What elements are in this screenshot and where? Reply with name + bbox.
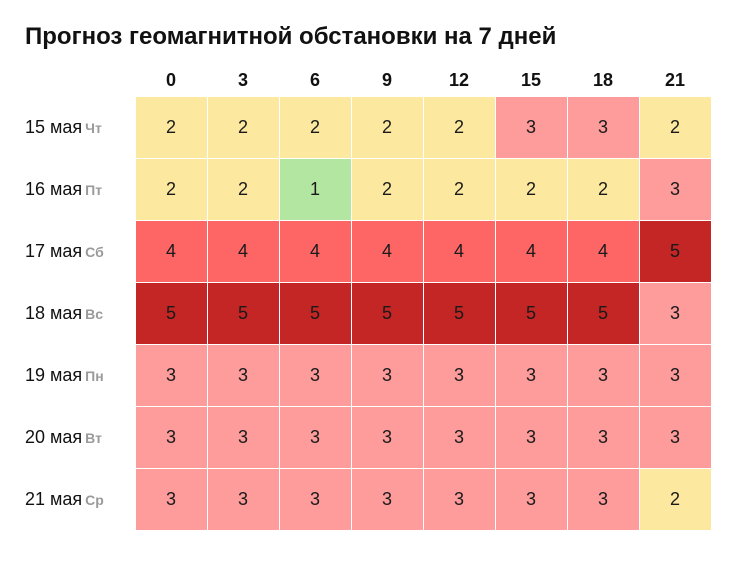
grid-body: 15 мая Чт 2 2 2 2 2 3 3 2 16 мая Пт 2 2 1 2 2 2 2 3 17 мая Сб… bbox=[0, 96, 712, 531]
kp-cell: 2 bbox=[278, 96, 352, 159]
day-label: 17 мая Сб bbox=[0, 221, 135, 283]
kp-cell: 1 bbox=[278, 158, 352, 221]
kp-cell: 3 bbox=[422, 344, 496, 407]
kp-cell: 2 bbox=[350, 158, 424, 221]
weekday-label: Сб bbox=[85, 244, 104, 260]
kp-cell: 2 bbox=[638, 468, 712, 531]
kp-cell: 2 bbox=[638, 96, 712, 159]
kp-cell: 3 bbox=[638, 344, 712, 407]
day-row: 21 мая Ср 3 3 3 3 3 3 3 2 bbox=[0, 468, 712, 531]
kp-cell: 3 bbox=[494, 468, 568, 531]
kp-cell: 4 bbox=[134, 220, 208, 283]
weekday-label: Вт bbox=[85, 430, 102, 446]
kp-cell: 3 bbox=[494, 96, 568, 159]
hour-header-row: 0 3 6 9 12 15 18 21 bbox=[0, 64, 711, 97]
forecast-grid: 0 3 6 9 12 15 18 21 15 мая Чт 2 2 2 2 2 3 3 2 16 мая Пт 2 2 1… bbox=[0, 64, 712, 531]
kp-cell: 3 bbox=[134, 468, 208, 531]
date-label: 20 мая bbox=[25, 427, 83, 447]
date-label: 21 мая bbox=[25, 489, 83, 509]
kp-cell: 3 bbox=[278, 344, 352, 407]
kp-cell: 3 bbox=[566, 96, 640, 159]
kp-cell: 3 bbox=[566, 344, 640, 407]
hour-tick-label: 18 bbox=[592, 69, 614, 90]
kp-cell: 3 bbox=[566, 468, 640, 531]
kp-cell: 4 bbox=[278, 220, 352, 283]
kp-cell: 3 bbox=[278, 406, 352, 469]
kp-cell: 3 bbox=[350, 344, 424, 407]
hour-tick-label: 9 bbox=[381, 69, 392, 90]
date-label: 16 мая bbox=[25, 179, 83, 199]
weekday-label: Чт bbox=[85, 120, 102, 136]
kp-cell: 2 bbox=[206, 96, 280, 159]
kp-cell: 5 bbox=[350, 282, 424, 345]
kp-cell: 3 bbox=[566, 406, 640, 469]
kp-cell: 5 bbox=[566, 282, 640, 345]
date-label: 15 мая bbox=[25, 117, 83, 137]
day-row: 15 мая Чт 2 2 2 2 2 3 3 2 bbox=[0, 96, 712, 159]
hour-tick-label: 3 bbox=[237, 69, 248, 90]
kp-cell: 2 bbox=[422, 158, 496, 221]
hour-tick-label: 0 bbox=[165, 69, 176, 90]
hour-tick-label: 21 bbox=[664, 69, 686, 90]
kp-cell: 3 bbox=[494, 344, 568, 407]
kp-cell: 3 bbox=[494, 406, 568, 469]
kp-cell: 3 bbox=[206, 468, 280, 531]
kp-cell: 3 bbox=[422, 468, 496, 531]
kp-cell: 3 bbox=[638, 406, 712, 469]
chart-title: Прогноз геомагнитной обстановки на 7 дне… bbox=[25, 23, 557, 50]
day-label: 15 мая Чт bbox=[0, 97, 135, 159]
kp-cell: 3 bbox=[206, 344, 280, 407]
kp-cell: 5 bbox=[422, 282, 496, 345]
weekday-label: Пт bbox=[85, 182, 103, 198]
day-row: 17 мая Сб 4 4 4 4 4 4 4 5 bbox=[0, 220, 712, 283]
day-row: 16 мая Пт 2 2 1 2 2 2 2 3 bbox=[0, 158, 712, 221]
kp-cell: 2 bbox=[494, 158, 568, 221]
day-row: 19 мая Пн 3 3 3 3 3 3 3 3 bbox=[0, 344, 712, 407]
kp-cell: 2 bbox=[350, 96, 424, 159]
date-label: 18 мая bbox=[25, 303, 83, 323]
kp-cell: 3 bbox=[350, 406, 424, 469]
weekday-label: Ср bbox=[85, 492, 104, 508]
hour-tick-label: 12 bbox=[448, 69, 470, 90]
kp-cell: 5 bbox=[278, 282, 352, 345]
weekday-label: Пн bbox=[85, 368, 104, 384]
corner-cell bbox=[0, 64, 135, 97]
kp-cell: 2 bbox=[422, 96, 496, 159]
date-label: 19 мая bbox=[25, 365, 83, 385]
hour-tick-label: 15 bbox=[520, 69, 542, 90]
kp-cell: 4 bbox=[422, 220, 496, 283]
kp-cell: 2 bbox=[134, 96, 208, 159]
kp-cell: 4 bbox=[566, 220, 640, 283]
day-row: 20 мая Вт 3 3 3 3 3 3 3 3 bbox=[0, 406, 712, 469]
kp-cell: 3 bbox=[134, 406, 208, 469]
kp-cell: 3 bbox=[350, 468, 424, 531]
day-label: 16 мая Пт bbox=[0, 159, 135, 221]
kp-cell: 3 bbox=[638, 282, 712, 345]
weekday-label: Вс bbox=[85, 306, 104, 322]
day-label: 20 мая Вт bbox=[0, 407, 135, 469]
kp-cell: 3 bbox=[638, 158, 712, 221]
kp-cell: 4 bbox=[494, 220, 568, 283]
kp-cell: 4 bbox=[350, 220, 424, 283]
day-label: 18 мая Вс bbox=[0, 283, 135, 345]
kp-cell: 5 bbox=[206, 282, 280, 345]
kp-cell: 2 bbox=[134, 158, 208, 221]
day-label: 21 мая Ср bbox=[0, 469, 135, 531]
kp-cell: 4 bbox=[206, 220, 280, 283]
kp-cell: 3 bbox=[278, 468, 352, 531]
date-label: 17 мая bbox=[25, 241, 83, 261]
kp-cell: 3 bbox=[206, 406, 280, 469]
kp-cell: 5 bbox=[134, 282, 208, 345]
kp-cell: 5 bbox=[494, 282, 568, 345]
kp-cell: 2 bbox=[566, 158, 640, 221]
day-label: 19 мая Пн bbox=[0, 345, 135, 407]
kp-cell: 3 bbox=[422, 406, 496, 469]
day-row: 18 мая Вс 5 5 5 5 5 5 5 3 bbox=[0, 282, 712, 345]
kp-cell: 3 bbox=[134, 344, 208, 407]
hour-tick-label: 6 bbox=[309, 69, 320, 90]
kp-cell: 5 bbox=[638, 220, 712, 283]
kp-cell: 2 bbox=[206, 158, 280, 221]
